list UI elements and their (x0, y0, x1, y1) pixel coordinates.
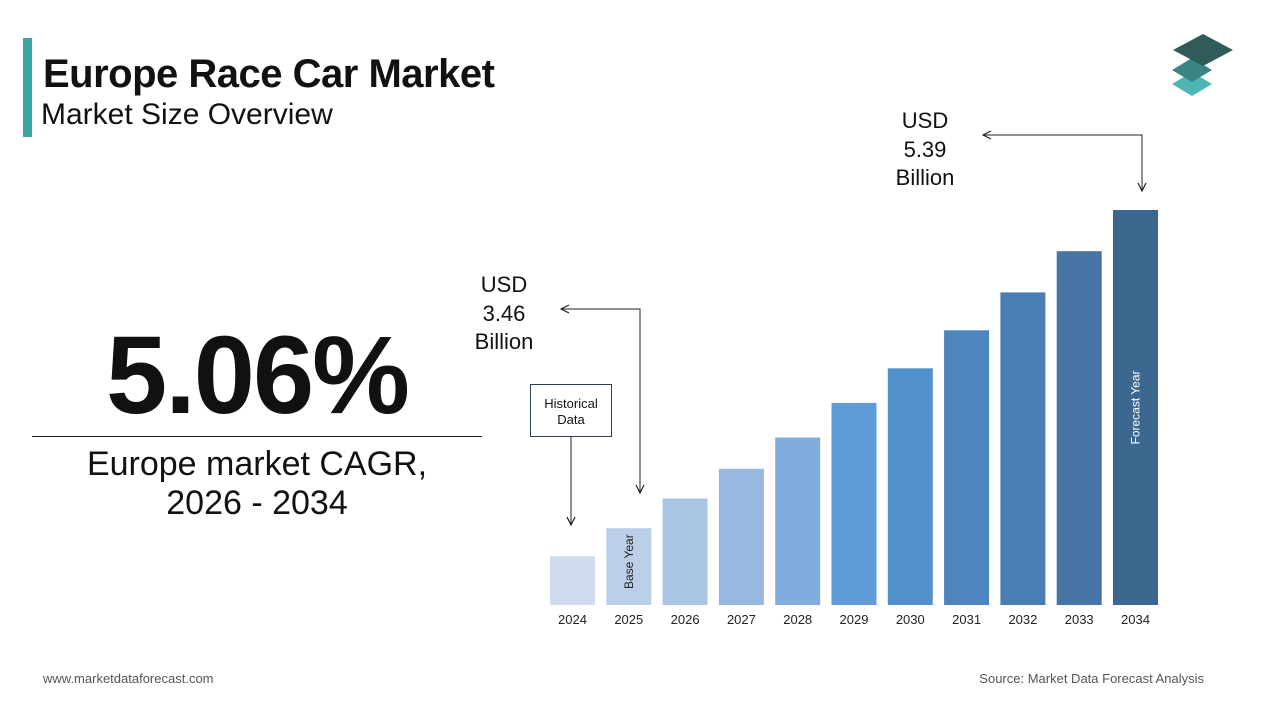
bar-annotation-2025: Base Year (622, 534, 636, 589)
bar-2030 (887, 368, 933, 605)
start-value-amount: 3.46 (482, 300, 526, 326)
historical-data-line2: Data (557, 412, 585, 427)
x-tick-label-2034: 2034 (1121, 612, 1150, 627)
start-value-callout: USD 3.46 Billion (464, 271, 544, 357)
cagr-label-line2: 2026 - 2034 (166, 484, 348, 522)
bar-2024 (550, 556, 595, 605)
bar-2026 (662, 498, 708, 605)
start-value-currency: USD (480, 272, 528, 297)
start-value-unit: Billion (474, 329, 534, 354)
end-value-unit: Billion (895, 165, 955, 190)
page-subtitle: Market Size Overview (41, 98, 333, 131)
start-value-arrow (561, 309, 640, 493)
cagr-value: 5.06% (106, 314, 410, 437)
historical-data-box: Historical Data (530, 384, 612, 437)
annotations-group: Base Year Forecast Year (622, 370, 1143, 589)
source-note: Source: Market Data Forecast Analysis (979, 671, 1204, 686)
end-value-callout: USD 5.39 Billion (885, 107, 965, 193)
title-accent-bar (23, 38, 32, 137)
bars-group (550, 210, 1158, 605)
historical-data-line1: Historical (544, 396, 598, 411)
end-value-currency: USD (901, 108, 949, 133)
x-tick-label-2024: 2024 (558, 612, 587, 627)
x-tick-label-2026: 2026 (671, 612, 700, 627)
x-tick-label-2033: 2033 (1065, 612, 1094, 627)
bar-2033 (1056, 251, 1102, 605)
x-tick-label-2025: 2025 (614, 612, 643, 627)
x-tick-label-2030: 2030 (896, 612, 925, 627)
bar-2031 (944, 330, 990, 605)
bar-2025 (606, 528, 652, 605)
labels-group: 2024 2025 2026 2027 2028 2029 2030 2031 2032 2033… (558, 612, 1150, 627)
bar-2034 (1113, 210, 1158, 605)
bar-2027 (718, 468, 764, 605)
x-tick-label-2031: 2031 (952, 612, 981, 627)
bar-2032 (1000, 292, 1046, 605)
x-tick-label-2029: 2029 (840, 612, 869, 627)
end-value-amount: 5.39 (903, 136, 947, 162)
bar-2028 (775, 437, 821, 605)
x-tick-label-2028: 2028 (783, 612, 812, 627)
cagr-label: Europe market CAGR, 2026 - 2034 (32, 445, 482, 523)
logo-layer-bottom (1172, 72, 1212, 96)
bar-2029 (831, 402, 877, 605)
layered-stack-icon (1172, 34, 1233, 96)
website-link[interactable]: www.marketdataforecast.com (43, 671, 214, 686)
end-value-arrow (983, 135, 1142, 191)
page-title: Europe Race Car Market (43, 52, 495, 96)
cagr-divider (32, 436, 482, 437)
x-tick-label-2027: 2027 (727, 612, 756, 627)
bar-annotation-2034: Forecast Year (1129, 370, 1143, 444)
x-tick-label-2032: 2032 (1008, 612, 1037, 627)
logo-layer-top (1173, 34, 1233, 66)
cagr-label-line1: Europe market CAGR, (86, 445, 428, 483)
